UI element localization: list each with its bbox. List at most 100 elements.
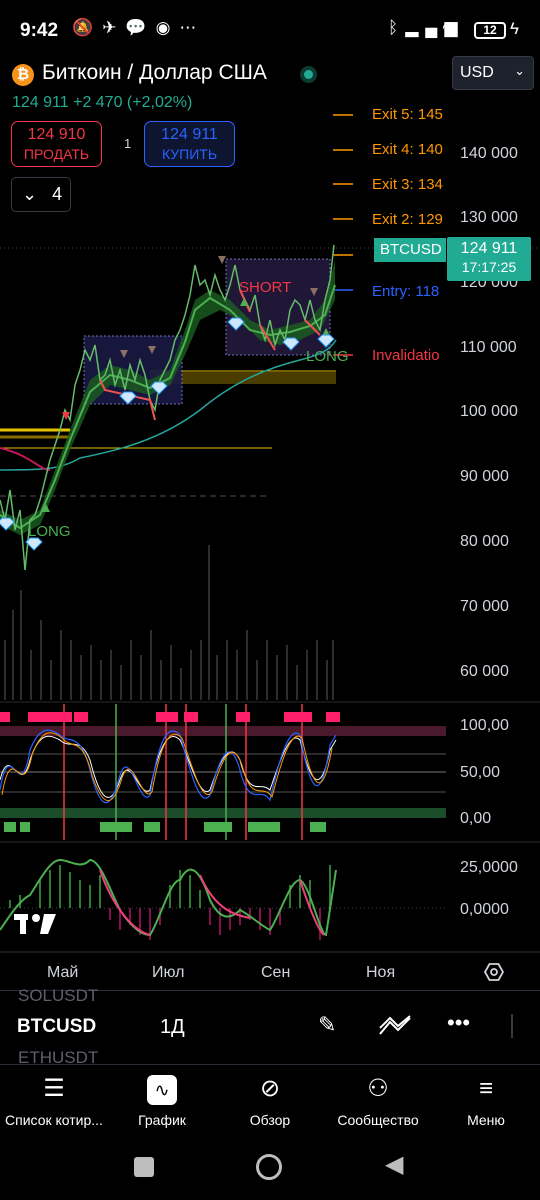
nav-menu[interactable]: ≡ Меню: [432, 1070, 540, 1128]
nav-chart[interactable]: ∿ График: [108, 1070, 216, 1128]
exit-2-label: Exit 2: 129: [372, 211, 443, 228]
more-icon[interactable]: •••: [447, 1010, 471, 1035]
price-path: [0, 244, 335, 571]
notification-icons: 🔕✈💬◉⋯: [72, 18, 206, 37]
back-button[interactable]: ◀: [385, 1151, 404, 1178]
short-signal-5: [310, 288, 318, 296]
buy-label: КУПИТЬ: [161, 146, 218, 162]
indicator-count: 4: [52, 184, 63, 204]
long-label: LONG: [306, 348, 349, 365]
ma-red: [0, 447, 51, 471]
price-axis-label: 130 000: [460, 209, 518, 226]
time-axis-label: Ноя: [366, 964, 395, 981]
price-axis-label: 80 000: [460, 533, 509, 550]
time-axis-label: Май: [47, 964, 78, 981]
spread-value: 1: [124, 136, 132, 151]
ticker-scroll-next[interactable]: ETHUSDT: [18, 1048, 99, 1067]
community-icon: ⚇: [367, 1075, 389, 1102]
nav-label: График: [138, 1112, 186, 1128]
long-signal-3: [240, 298, 248, 306]
volume-bars: [4, 545, 334, 700]
tradingview-logo-icon: [14, 914, 56, 934]
exit-4-label: Exit 4: 140: [372, 141, 443, 158]
price-axis-label: 60 000: [460, 663, 509, 680]
chart-icon: ∿: [108, 1070, 216, 1108]
macd-line: [0, 858, 337, 937]
nav-watchlist[interactable]: ☰ Список котир...: [0, 1070, 108, 1128]
indicators-toggle[interactable]: ⌄ 4: [11, 177, 71, 212]
macd-histogram: [9, 865, 331, 940]
status-bar: 9:42 🔕✈💬◉⋯ ᛒ▂▄▆ ◠ 12 ϟ: [0, 0, 540, 62]
trend-ribbon: [0, 260, 335, 535]
chart-settings-icon: [483, 963, 505, 981]
toolbar-symbol[interactable]: BTCUSD: [17, 1016, 97, 1037]
overbought-band: [0, 726, 446, 736]
sell-label: ПРОДАТЬ: [23, 146, 90, 162]
sell-button[interactable]: 124 910 ПРОДАТЬ: [11, 121, 102, 167]
symbol-title[interactable]: Биткоин / Доллар США: [42, 61, 267, 84]
symbol-price-tag: BTCUSD: [374, 238, 446, 262]
price-axis-label: 110 000: [460, 339, 517, 356]
menu-icon: ≡: [478, 1075, 493, 1102]
compass-icon: ⊘: [259, 1075, 281, 1102]
chevron-down-icon: ⌄: [22, 184, 38, 204]
short-label: SHORT: [239, 279, 292, 296]
nav-divider: [0, 1064, 540, 1065]
oversold-band: [0, 808, 446, 818]
nav-label: Обзор: [249, 1112, 291, 1128]
buy-price: 124 911: [161, 126, 218, 143]
last-price-value: 124 911: [460, 240, 518, 257]
currency-value: USD: [460, 64, 494, 81]
oversold-markers: [4, 822, 326, 832]
nav-overview[interactable]: ⊘ Обзор: [216, 1070, 324, 1128]
time-axis-label: Июл: [152, 964, 184, 981]
short-signal-2: [218, 256, 226, 264]
exit-3-label: Exit 3: 134: [372, 176, 443, 193]
wifi-icon: ◠: [442, 18, 457, 37]
interval-button[interactable]: 1Д: [160, 1016, 185, 1038]
nav-label: Меню: [467, 1112, 505, 1128]
macd-axis-label: 0,0000: [460, 901, 509, 918]
last-price-tag: 124 911 17:17:25: [447, 237, 531, 281]
osc-vertical-signals: [63, 704, 303, 840]
exit-5-label: Exit 5: 145: [372, 106, 443, 123]
short-signal-1: [62, 412, 70, 420]
chevron-down-icon: ⌄: [514, 63, 525, 78]
long-label: LONG: [28, 523, 71, 540]
connectivity-icons: ᛒ▂▄▆: [388, 18, 465, 37]
long-signal-1: [42, 504, 50, 512]
osc-line-blue: [0, 729, 337, 804]
chart-canvas[interactable]: 140 000 130 000 120 000 110 000 100 000 …: [0, 0, 540, 1000]
price-axis-label: 70 000: [460, 598, 509, 615]
nav-community[interactable]: ⚇ Сообщество: [324, 1070, 432, 1128]
support-zone: [150, 372, 336, 384]
diamond-markers: [0, 317, 335, 551]
long-signal-2: [322, 328, 330, 336]
indicators-icon[interactable]: [378, 1014, 412, 1038]
macd-axis-label: 25,0000: [460, 859, 518, 876]
toolbar-separator: [511, 1014, 513, 1038]
sell-price: 124 910: [27, 126, 86, 143]
time-axis-label: Сен: [261, 964, 290, 981]
ticker-scroll-prev[interactable]: SOLUSDT: [18, 986, 99, 1005]
battery-icon: 12: [474, 22, 506, 39]
nav-label: Список котир...: [5, 1112, 103, 1128]
home-button[interactable]: [256, 1154, 282, 1180]
bar-countdown: 17:17:25: [461, 259, 517, 275]
osc-line-orange: [1, 732, 333, 802]
overbought-markers: [0, 712, 340, 722]
entry-label: Entry: 118: [372, 283, 440, 300]
osc-axis-label: 50,00: [460, 764, 500, 781]
buy-button[interactable]: 124 911 КУПИТЬ: [144, 121, 235, 167]
charging-icon: ϟ: [510, 19, 519, 38]
toolbar-divider: [0, 990, 540, 991]
currency-select[interactable]: USD ⌄: [452, 56, 534, 90]
osc-axis-label: 100,00: [460, 717, 509, 734]
draw-pencil-icon[interactable]: ✎: [318, 1012, 337, 1037]
macd-signal-line: [99, 869, 325, 936]
short-signal-3: [120, 350, 128, 358]
nav-label: Сообщество: [337, 1112, 419, 1128]
invalidation-label: Invalidatio: [372, 347, 440, 364]
market-open-indicator: [300, 66, 317, 83]
recents-button[interactable]: [134, 1157, 154, 1177]
